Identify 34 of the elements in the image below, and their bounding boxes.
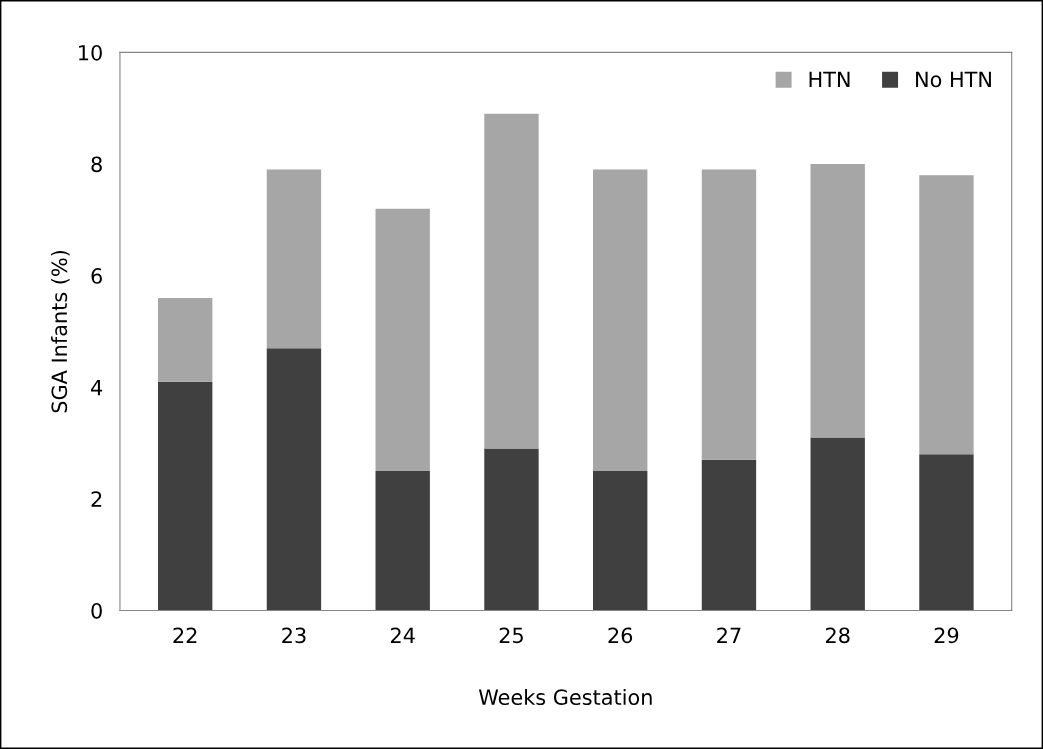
bar — [484, 448, 539, 611]
bar — [484, 113, 539, 449]
y-tick-label: 6 — [91, 268, 102, 284]
y-tick-label: 8 — [91, 156, 102, 173]
bar — [919, 454, 974, 611]
bar — [810, 437, 865, 611]
bar — [266, 169, 322, 349]
x-tick-label: 26 — [608, 627, 633, 644]
bar — [266, 348, 322, 611]
bar — [158, 297, 213, 382]
x-tick-label: 23 — [282, 627, 306, 644]
y-tick-label: 2 — [91, 491, 102, 507]
bar — [701, 459, 757, 611]
bar — [810, 164, 865, 438]
x-tick-label: 29 — [934, 627, 959, 644]
y-tick-label: 10 — [79, 44, 102, 61]
bar — [593, 169, 648, 471]
x-tick-label: 24 — [390, 627, 415, 643]
x-tick-label: 27 — [717, 627, 741, 643]
legend-label: HTN — [809, 71, 850, 88]
bar — [375, 470, 430, 611]
bar — [158, 381, 213, 611]
bar — [919, 175, 974, 455]
x-tick-label: 25 — [499, 627, 523, 644]
x-axis-title: Weeks Gestation — [478, 688, 652, 706]
y-tick-label: 4 — [91, 379, 103, 396]
bar — [593, 470, 648, 611]
bar — [701, 169, 757, 460]
bar — [375, 208, 430, 471]
y-axis-title: SGA Infants (%) — [51, 250, 70, 413]
legend-label: No HTN — [916, 71, 991, 88]
y-tick-label: 0 — [91, 602, 102, 619]
x-tick-label: 28 — [825, 627, 850, 644]
x-tick-label: 22 — [173, 627, 197, 643]
